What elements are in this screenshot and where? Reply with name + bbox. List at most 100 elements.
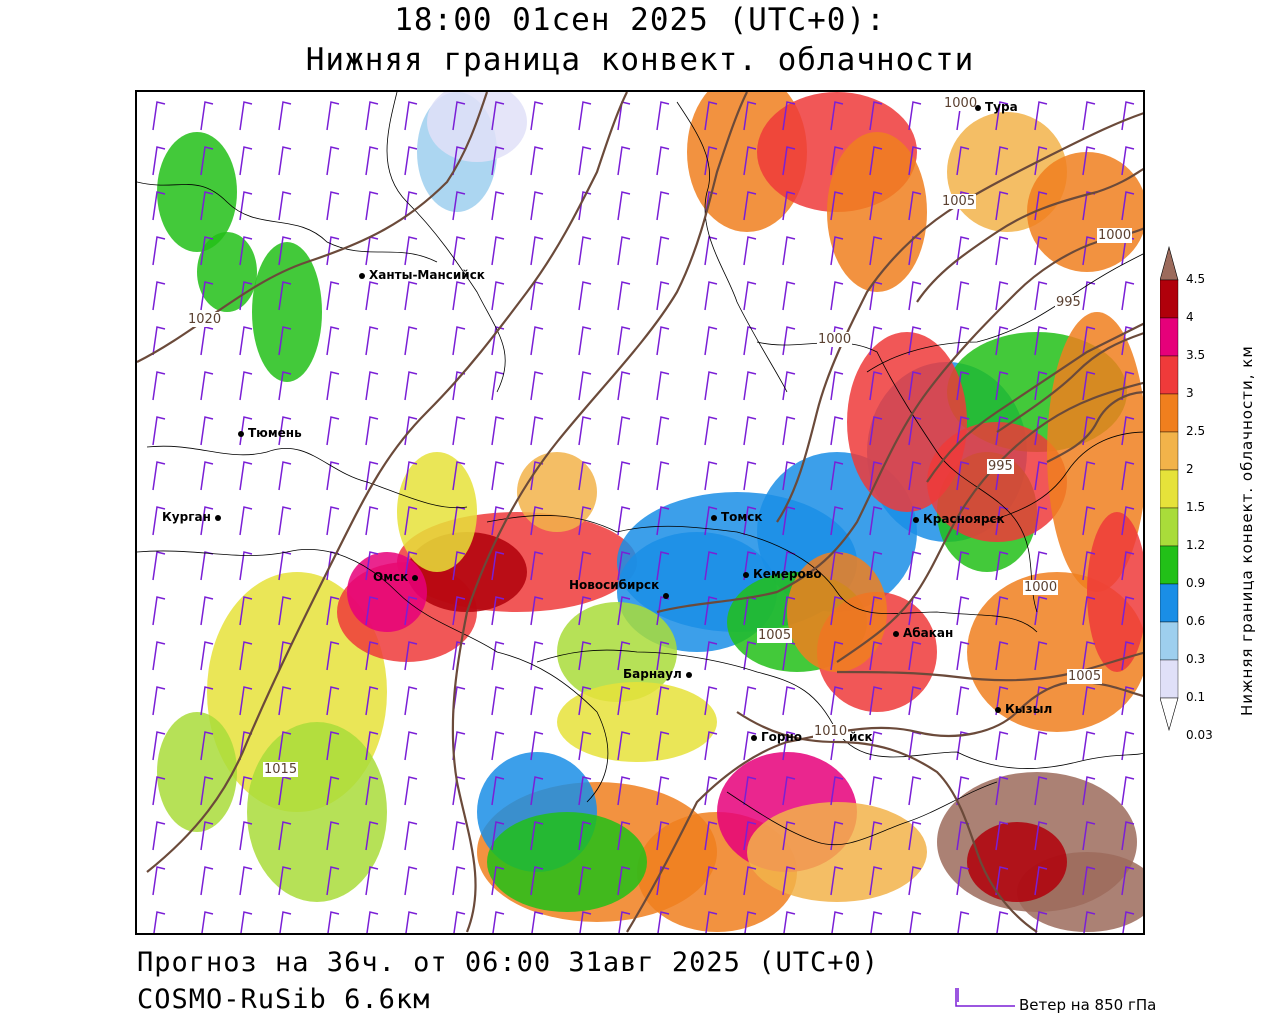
wind-barb-icon	[200, 686, 214, 716]
isobar-label: 995	[987, 459, 1014, 474]
wind-barb-icon	[452, 416, 466, 446]
wind-barb-icon	[1034, 641, 1048, 671]
wind-barb-icon	[956, 236, 970, 266]
wind-barb-icon	[452, 641, 466, 671]
wind-barb-icon	[743, 371, 757, 401]
wind-barb-icon	[152, 866, 166, 896]
wind-barb-icon	[908, 326, 922, 356]
wind-barb-icon	[1034, 326, 1048, 356]
colorbar-segment	[1160, 279, 1179, 319]
wind-barb-icon	[956, 686, 970, 716]
wind-barb-icon	[278, 281, 292, 311]
wind-barb-icon	[704, 371, 718, 401]
wind-barb-icon	[956, 191, 970, 221]
wind-barb-icon	[704, 461, 718, 491]
colorbar-tick-label: 3.5	[1186, 348, 1206, 362]
wind-barb-icon	[365, 641, 379, 671]
model-name: COSMO-RuSib 6.6км	[137, 984, 431, 1015]
wind-barb-icon	[617, 641, 631, 671]
wind-barb-icon	[200, 776, 214, 806]
wind-barb-icon	[404, 866, 418, 896]
cloud-base-area	[1087, 512, 1143, 672]
wind-barb-icon	[704, 731, 718, 761]
wind-barb-icon	[326, 146, 340, 176]
wind-barb-icon	[1034, 821, 1048, 851]
wind-barb-icon	[869, 101, 883, 131]
forecast-map: 1020 1015 1010 1005 1000 995 1005 1000 9…	[135, 90, 1145, 935]
cloud-base-area	[247, 722, 387, 902]
wind-barb-icon	[908, 821, 922, 851]
wind-barb-icon	[869, 731, 883, 761]
wind-barb-icon	[830, 551, 844, 581]
wind-barb-icon	[1082, 461, 1096, 491]
wind-barb-icon	[1121, 281, 1135, 311]
wind-barb-icon	[782, 776, 796, 806]
wind-barb-icon	[908, 506, 922, 536]
wind-barb-icon	[239, 641, 253, 671]
wind-barb-icon	[239, 596, 253, 626]
wind-barb-icon	[743, 641, 757, 671]
wind-barb-icon	[531, 911, 544, 933]
wind-barb-icon	[278, 596, 292, 626]
wind-barb-icon	[995, 551, 1009, 581]
wind-barb-icon	[1082, 686, 1096, 716]
wind-barb-icon	[239, 146, 253, 176]
wind-barb-icon	[365, 686, 379, 716]
wind-barb-icon	[1121, 101, 1135, 131]
wind-barb-icon	[578, 596, 592, 626]
wind-barb-icon	[656, 281, 670, 311]
wind-barb-icon	[704, 101, 718, 131]
city-dot-icon	[214, 514, 221, 521]
colorbar-segment	[1160, 469, 1179, 509]
wind-barb-icon	[1034, 596, 1048, 626]
colorbar-segment	[1160, 431, 1179, 471]
wind-barb-icon	[152, 101, 166, 131]
wind-legend-label: Ветер на 850 гПа	[1019, 996, 1157, 1014]
wind-barb-icon	[704, 551, 718, 581]
wind-barb-icon	[1121, 416, 1135, 446]
wind-barb-icon	[452, 821, 466, 851]
wind-barb-icon	[365, 371, 379, 401]
wind-barb-icon	[152, 461, 166, 491]
colorbar-segment	[1160, 393, 1179, 433]
wind-barb-icon	[743, 776, 757, 806]
wind-barb-icon	[200, 596, 214, 626]
wind-barb-icon	[743, 281, 757, 311]
wind-barb-icon	[704, 146, 718, 176]
wind-barb-icon	[869, 686, 883, 716]
cloud-base-area	[197, 232, 257, 312]
wind-barb-icon	[530, 281, 544, 311]
cloud-base-area	[157, 132, 237, 252]
forecast-info: Прогноз на 36ч. от 06:00 31авг 2025 (UTC…	[137, 947, 879, 978]
city-dot-icon	[663, 592, 670, 599]
wind-barb-icon	[326, 416, 340, 446]
wind-barb-icon	[278, 461, 292, 491]
isobar-label: 995	[1055, 295, 1082, 310]
wind-barb-icon	[530, 776, 544, 806]
wind-barb-icon	[617, 461, 631, 491]
wind-barb-icon	[326, 371, 340, 401]
wind-barb-icon	[1121, 461, 1135, 491]
wind-barb-icon	[578, 416, 592, 446]
wind-barb-icon	[656, 326, 670, 356]
wind-barb-icon	[995, 866, 1009, 896]
wind-barb-icon	[452, 596, 466, 626]
wind-barb-icon	[995, 326, 1009, 356]
city-marker: Тура	[975, 100, 1018, 114]
wind-barb-icon	[617, 821, 631, 851]
wind-barb-icon	[152, 596, 166, 626]
wind-barb-icon	[452, 236, 466, 266]
wind-barb-icon	[617, 866, 631, 896]
wind-barb-icon	[830, 191, 844, 221]
wind-barb-icon	[656, 686, 670, 716]
wind-barb-icon	[578, 776, 592, 806]
city-marker: Новосибирск	[569, 578, 673, 599]
colorbar-tick-label: 4.5	[1186, 272, 1206, 286]
wind-barb-icon	[200, 326, 214, 356]
wind-barb-icon	[326, 191, 340, 221]
wind-barb-icon	[656, 236, 670, 266]
wind-barb-icon	[704, 866, 718, 896]
wind-barb-icon	[530, 236, 544, 266]
wind-barb-icon	[1034, 236, 1048, 266]
isobar-label: 1000	[817, 332, 853, 347]
